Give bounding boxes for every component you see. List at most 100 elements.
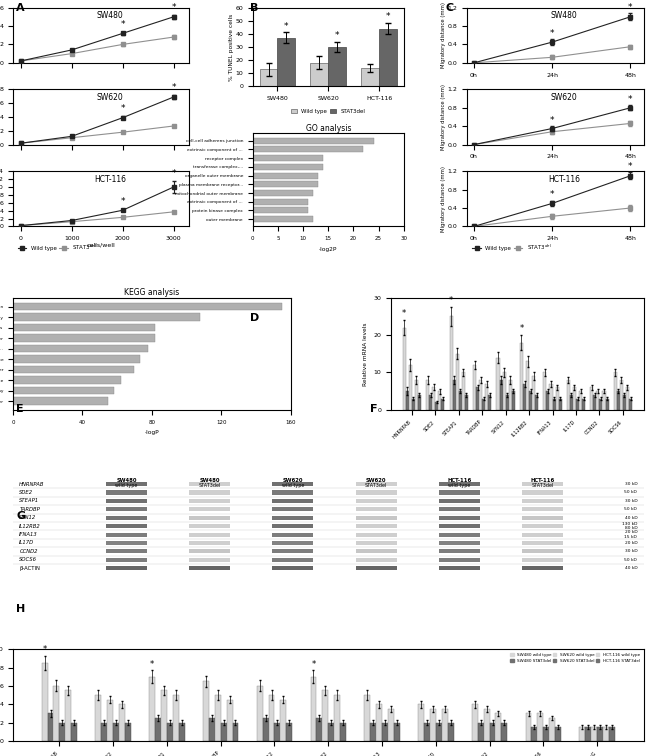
X-axis label: -log2P: -log2P: [319, 246, 337, 252]
Bar: [535, 395, 538, 410]
Text: *: *: [628, 3, 632, 11]
Bar: [317, 718, 322, 741]
Bar: [106, 532, 147, 537]
Text: *: *: [335, 31, 339, 39]
Bar: [442, 709, 448, 741]
Bar: [614, 373, 617, 410]
Bar: [543, 727, 549, 741]
Bar: [364, 695, 370, 741]
Bar: [356, 558, 396, 562]
Legend: SW480 wild type, SW480 STAT3del, SW620 wild type, SW620 STAT3del, HCT-116 wild t: SW480 wild type, SW480 STAT3del, SW620 w…: [508, 652, 642, 665]
Bar: [394, 723, 400, 741]
Bar: [272, 491, 313, 494]
Text: β-ACTIN: β-ACTIN: [20, 565, 40, 571]
Bar: [259, 70, 278, 86]
Bar: [522, 541, 563, 545]
Bar: [253, 216, 313, 222]
Text: TARDBP: TARDBP: [20, 507, 40, 512]
Text: *: *: [311, 660, 316, 669]
Bar: [532, 727, 538, 741]
Bar: [370, 723, 376, 741]
Y-axis label: Migratory distance (mm): Migratory distance (mm): [441, 2, 447, 68]
Bar: [506, 395, 509, 410]
Bar: [361, 68, 379, 86]
Bar: [106, 541, 147, 545]
Bar: [478, 723, 484, 741]
Bar: [209, 718, 214, 741]
Text: 20 kD: 20 kD: [625, 541, 637, 545]
Bar: [570, 395, 573, 410]
Bar: [424, 723, 430, 741]
Bar: [253, 199, 308, 205]
Bar: [189, 566, 230, 570]
Text: SOCS6: SOCS6: [20, 557, 37, 562]
Text: *: *: [550, 116, 554, 125]
Text: B: B: [250, 3, 259, 14]
Bar: [42, 663, 47, 741]
Bar: [13, 303, 282, 310]
Bar: [253, 181, 318, 187]
Text: IL12RB2: IL12RB2: [20, 524, 41, 528]
Bar: [439, 532, 480, 537]
Bar: [72, 723, 77, 741]
Text: 30 kD: 30 kD: [625, 550, 637, 553]
Text: H: H: [16, 604, 25, 615]
Bar: [13, 355, 140, 363]
Bar: [253, 172, 318, 178]
Bar: [462, 373, 465, 410]
Bar: [119, 705, 125, 741]
Bar: [418, 705, 424, 741]
Bar: [328, 723, 334, 741]
Bar: [113, 723, 119, 741]
Text: wild type: wild type: [115, 483, 138, 488]
Bar: [523, 383, 526, 410]
Y-axis label: % TUNEL positive cells: % TUNEL positive cells: [229, 14, 234, 81]
Bar: [96, 695, 101, 741]
Bar: [406, 391, 409, 410]
Text: SW480: SW480: [116, 478, 136, 483]
Bar: [356, 524, 396, 528]
Bar: [441, 398, 445, 410]
Bar: [623, 395, 626, 410]
Bar: [484, 709, 489, 741]
Bar: [448, 723, 454, 741]
Bar: [356, 482, 396, 486]
Bar: [106, 550, 147, 553]
Bar: [189, 491, 230, 494]
Bar: [106, 491, 147, 494]
Bar: [497, 358, 500, 410]
Bar: [426, 380, 429, 410]
Bar: [402, 327, 406, 410]
Bar: [538, 714, 543, 741]
Bar: [488, 395, 491, 410]
Bar: [189, 532, 230, 537]
Text: 50 kD: 50 kD: [625, 507, 637, 511]
Text: E: E: [16, 404, 24, 414]
Title: GO analysis: GO analysis: [306, 124, 351, 132]
Bar: [272, 566, 313, 570]
Bar: [617, 391, 620, 410]
Bar: [59, 723, 65, 741]
Bar: [522, 558, 563, 562]
Bar: [286, 723, 292, 741]
Bar: [101, 723, 107, 741]
Bar: [356, 550, 396, 553]
Text: HCT-116: HCT-116: [530, 478, 554, 483]
Bar: [257, 686, 263, 741]
Bar: [412, 398, 415, 410]
Bar: [155, 718, 161, 741]
Text: HCT-116: HCT-116: [94, 175, 126, 184]
Text: HCT-116: HCT-116: [548, 175, 580, 184]
Bar: [356, 566, 396, 570]
Bar: [311, 63, 328, 86]
Bar: [599, 398, 603, 410]
Bar: [597, 727, 603, 741]
Bar: [356, 541, 396, 545]
Bar: [328, 47, 346, 86]
Bar: [179, 723, 185, 741]
Bar: [500, 380, 502, 410]
Bar: [322, 690, 328, 741]
Text: SW620: SW620: [96, 93, 124, 102]
Text: F: F: [370, 404, 378, 414]
Bar: [253, 138, 374, 144]
